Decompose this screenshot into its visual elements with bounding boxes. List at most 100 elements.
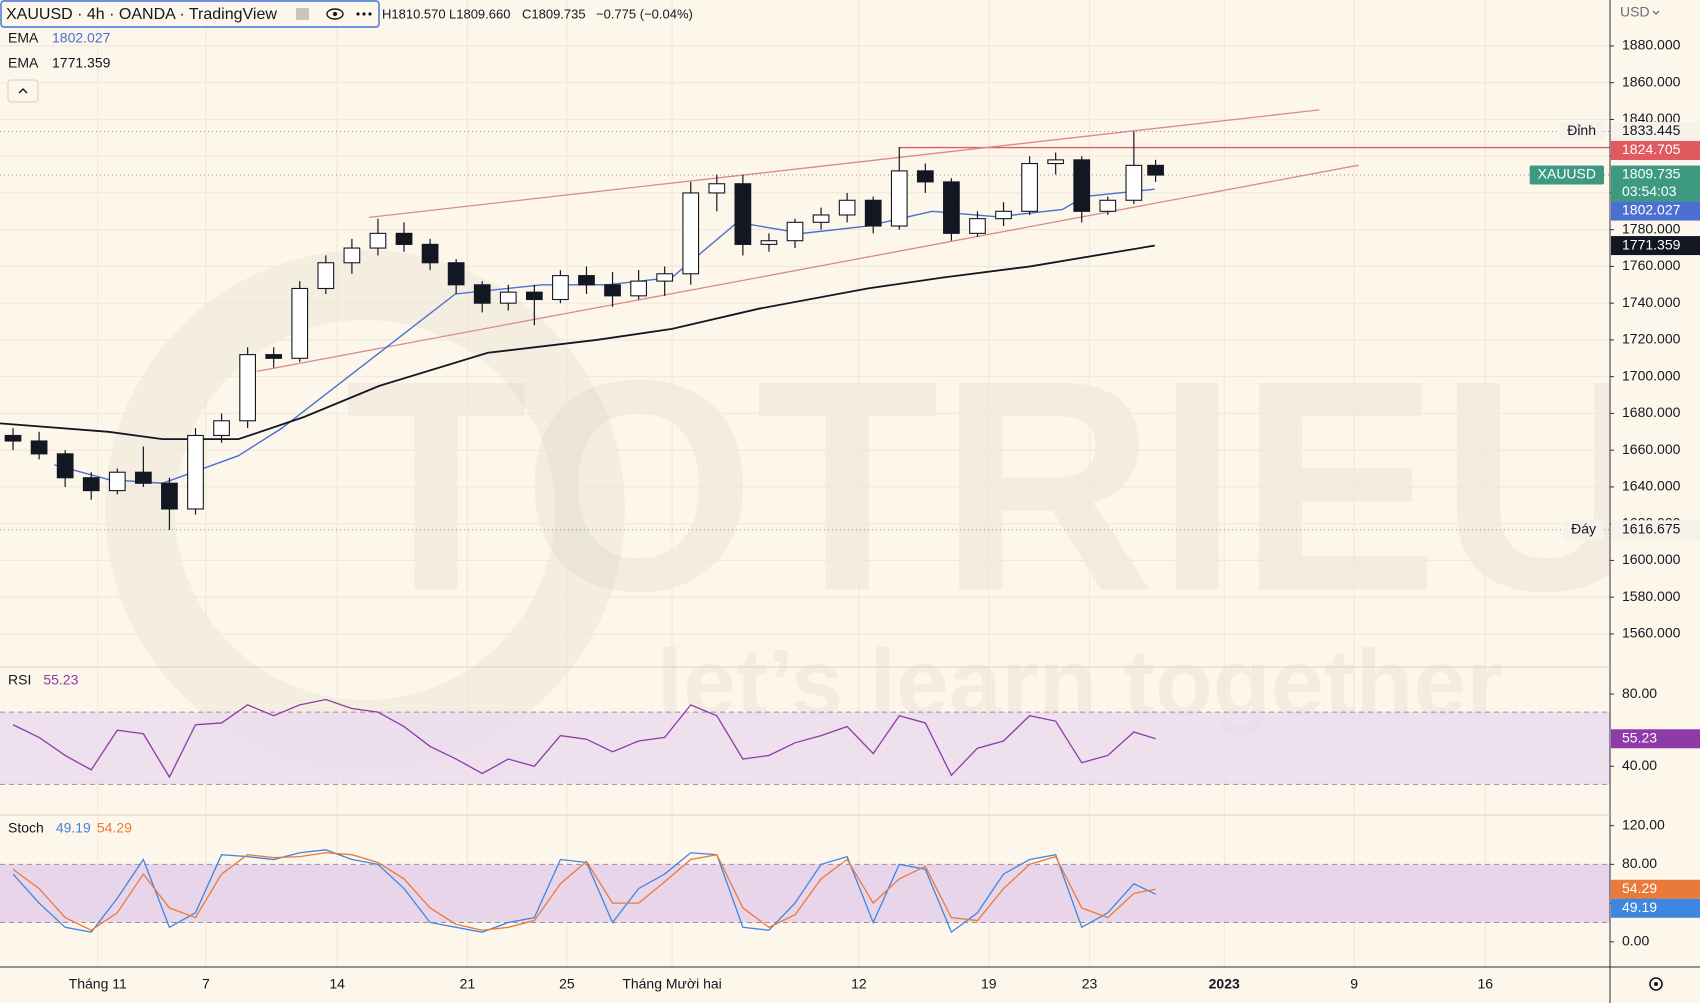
candle-body [1073, 159, 1091, 212]
eye-icon[interactable] [326, 8, 344, 20]
candle-body [134, 471, 152, 484]
x-tick-label: 7 [202, 976, 210, 992]
indicator-line [12, 698, 1156, 779]
ohlc-change: −0.775 (−0.04%) [596, 6, 693, 21]
x-tick-label: 19 [981, 976, 997, 992]
flag-icon[interactable] [296, 8, 309, 20]
y-tick-label: 1740.000 [1622, 294, 1681, 310]
dot [356, 12, 360, 16]
candle-body [708, 183, 726, 194]
y-tick-label: 1680.000 [1622, 404, 1681, 420]
x-tick-label: 14 [329, 976, 345, 992]
candle-body [656, 273, 674, 282]
y-tick-label: 1560.000 [1622, 625, 1681, 641]
price-badge [1611, 520, 1700, 540]
candle-body [969, 218, 986, 234]
pane-title: RSI [8, 672, 31, 688]
y-tick-label: 1700.000 [1622, 367, 1681, 383]
candle-body [343, 247, 361, 264]
y-tick-label: 0.00 [1622, 933, 1649, 949]
x-tick-label: 23 [1082, 976, 1098, 992]
price-badge [1611, 165, 1700, 202]
candle-body [317, 262, 335, 290]
y-tick-label: 1760.000 [1622, 257, 1681, 273]
price-badge-value: 54.29 [1622, 880, 1657, 896]
candle-body [1147, 164, 1164, 176]
price-badge-tag: Đỉnh [1559, 121, 1604, 141]
candle-body [369, 232, 387, 249]
currency-chevron[interactable] [1652, 10, 1660, 15]
settings-icon[interactable] [1649, 977, 1663, 991]
price-badge [1611, 898, 1700, 918]
y-tick-label: 1580.000 [1622, 588, 1681, 604]
candle-body [525, 291, 543, 301]
y-tick-label: 80.00 [1622, 685, 1657, 701]
candle-body [265, 354, 283, 359]
candle-body [499, 291, 517, 304]
y-tick-label: 1860.000 [1622, 73, 1681, 89]
price-badge-label-bg [1563, 520, 1604, 540]
price-badge-value: 1616.675 [1622, 520, 1681, 536]
legend-name: EMA [8, 55, 39, 71]
candle-body [213, 420, 230, 437]
trend-line [368, 109, 1320, 219]
y-tick-label: 40.00 [1622, 757, 1657, 773]
ohlc-low: L1809.660 [449, 6, 510, 21]
x-tick-label: 12 [851, 976, 867, 992]
price-badge [1611, 140, 1700, 160]
candle-body [1021, 162, 1038, 212]
candle-body [56, 453, 74, 479]
candle-body [734, 183, 752, 245]
y-tick-label: 1720.000 [1622, 331, 1681, 347]
y-tick-label: 1780.000 [1622, 220, 1681, 236]
candle-body [604, 284, 621, 297]
candle-body [890, 170, 908, 227]
price-badge-value: 55.23 [1622, 729, 1657, 745]
symbol-title[interactable]: XAUUSD · 4h · OANDA · TradingView [6, 6, 277, 23]
candle-body [578, 275, 595, 286]
dot [362, 12, 366, 16]
candle-body [916, 170, 934, 183]
y-tick-label: 1640.000 [1622, 478, 1681, 494]
legend-name: EMA [8, 30, 39, 46]
legend-layer: XAUUSD · 4h · OANDA · TradingView H1810.… [0, 0, 693, 836]
time-axis-bg [0, 967, 1700, 1003]
x-tick-label: 25 [559, 976, 575, 992]
candle-body [760, 240, 778, 245]
candle-body [1125, 164, 1143, 201]
candle-body [473, 284, 491, 304]
price-badge-tag: XAUUSD [1529, 165, 1604, 185]
legend-value: 54.29 [97, 820, 132, 836]
y-tick-label: 1660.000 [1622, 441, 1681, 457]
candle-body [682, 192, 700, 275]
price-badge-value: 1771.359 [1622, 236, 1681, 252]
symbol-box[interactable] [0, 0, 380, 28]
price-badge-value: 1833.445 [1622, 122, 1681, 138]
price-badge-value: 49.19 [1622, 899, 1657, 915]
price-badge-value: 1809.735 [1622, 166, 1681, 182]
price-badge-value: 1824.705 [1622, 141, 1681, 157]
price-badge-value: 1802.027 [1622, 202, 1681, 218]
x-tick-label: 21 [460, 976, 476, 992]
candle-body [1047, 159, 1065, 165]
currency-label[interactable]: USD [1620, 4, 1650, 20]
collapse-button[interactable] [7, 79, 39, 103]
x-tick-label: Tháng Mười hai [622, 976, 721, 992]
price-badge [1611, 201, 1700, 221]
candle-body [786, 221, 804, 242]
more-icon[interactable] [356, 12, 372, 16]
price-badge-label-bg [1559, 121, 1604, 141]
ema-line [0, 244, 1155, 441]
x-tick-label: 2023 [1209, 976, 1240, 992]
price-badge-label: XAUUSD [1538, 166, 1596, 182]
gear-ring [1649, 977, 1663, 991]
candle-body [864, 199, 882, 227]
legend-value: 49.19 [56, 820, 91, 836]
band-fill [0, 864, 1610, 923]
trend-line [256, 164, 1359, 372]
price-badge [1611, 879, 1700, 899]
candle-body [239, 354, 256, 422]
candle-body [943, 181, 960, 234]
price-badge-label: Đỉnh [1567, 122, 1596, 138]
